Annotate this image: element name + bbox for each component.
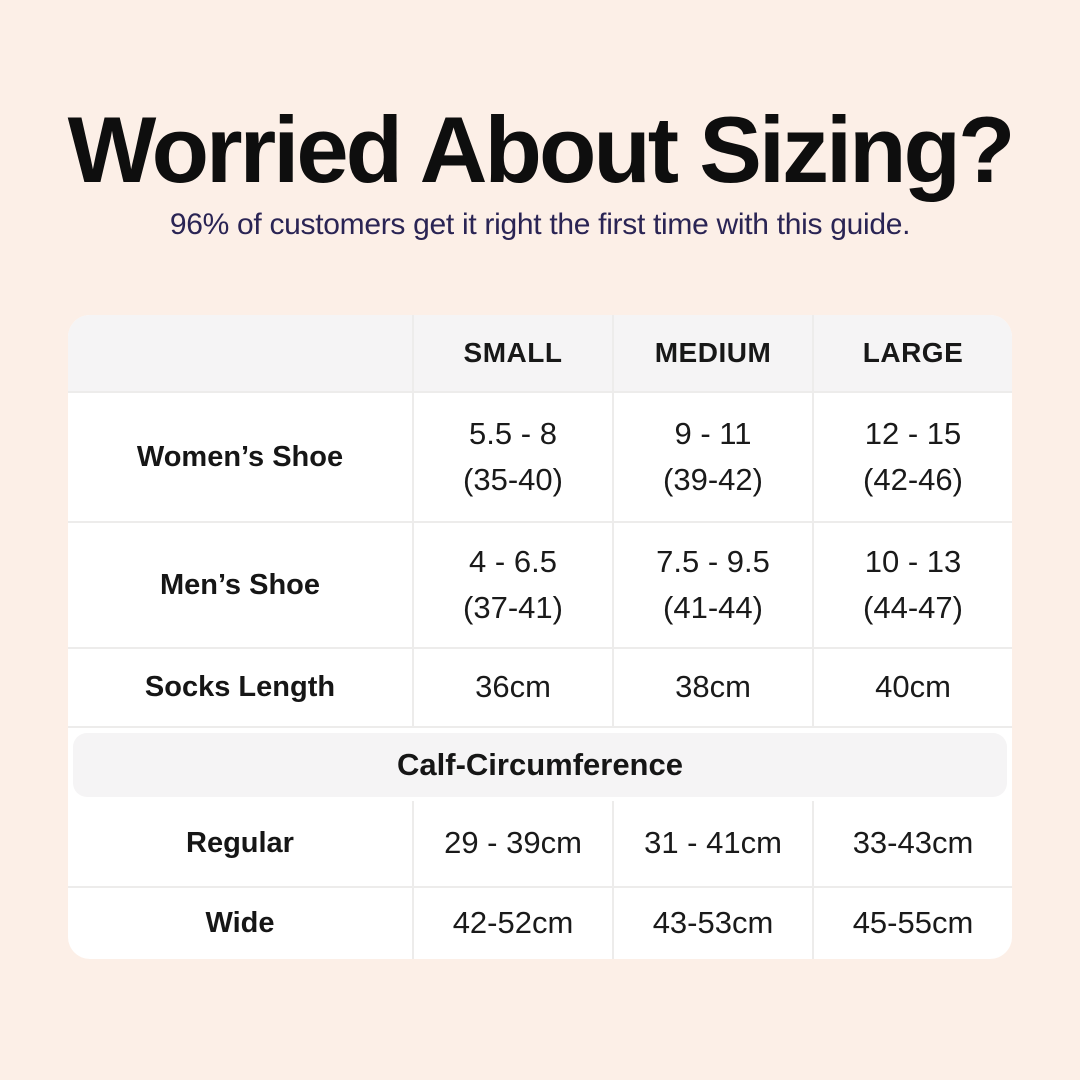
table-row-mens-shoe: Men’s Shoe 4 - 6.5 (37-41) 7.5 - 9.5 (41… <box>68 521 1012 647</box>
row-label-womens-shoe: Women’s Shoe <box>136 440 344 473</box>
cell-value: 9 - 11 <box>674 415 752 451</box>
column-header-small: SMALL <box>412 315 612 391</box>
cell-value: 43-53cm <box>652 905 774 941</box>
cell-mens-medium: 7.5 - 9.5 (41-44) <box>612 523 812 647</box>
table-row-socks-length: Socks Length 36cm 38cm 40cm <box>68 647 1012 726</box>
cell-mens-small: 4 - 6.5 (37-41) <box>412 523 612 647</box>
cell-socks-small: 36cm <box>412 649 612 726</box>
cell-socks-large: 40cm <box>812 649 1012 726</box>
size-chart-table: SMALL MEDIUM LARGE Women’s Shoe 5.5 - 8 … <box>68 315 1012 959</box>
cell-value: 5.5 - 8 <box>469 415 557 451</box>
cell-value: 33-43cm <box>852 825 974 861</box>
row-label-socks-length: Socks Length <box>144 671 336 703</box>
section-band-wrap: Calf-Circumference <box>68 726 1012 801</box>
cell-value: 40cm <box>875 669 951 705</box>
cell-value: 38cm <box>675 669 751 705</box>
table-row-womens-shoe: Women’s Shoe 5.5 - 8 (35-40) 9 - 11 (39-… <box>68 391 1012 521</box>
cell-value-eu: (41-44) <box>663 590 763 625</box>
row-label-mens-shoe: Men’s Shoe <box>159 568 321 601</box>
cell-regular-medium: 31 - 41cm <box>612 801 812 886</box>
cell-value-eu: (37-41) <box>463 590 563 625</box>
cell-wide-large: 45-55cm <box>812 888 1012 959</box>
cell-value-eu: (42-46) <box>863 462 963 497</box>
cell-regular-large: 33-43cm <box>812 801 1012 886</box>
cell-mens-large: 10 - 13 (44-47) <box>812 523 1012 647</box>
page-subtitle: 96% of customers get it right the first … <box>169 208 911 241</box>
cell-value: 29 - 39cm <box>444 825 582 861</box>
cell-value: 7.5 - 9.5 <box>656 543 770 579</box>
cell-womens-small: 5.5 - 8 (35-40) <box>412 393 612 521</box>
column-header-medium: MEDIUM <box>612 315 812 391</box>
cell-socks-medium: 38cm <box>612 649 812 726</box>
page-title: Worried About Sizing? <box>67 97 1016 202</box>
cell-wide-medium: 43-53cm <box>612 888 812 959</box>
cell-womens-large: 12 - 15 (42-46) <box>812 393 1012 521</box>
column-header-large: LARGE <box>812 315 1012 391</box>
cell-value-eu: (35-40) <box>463 462 563 497</box>
cell-regular-small: 29 - 39cm <box>412 801 612 886</box>
table-header-row: SMALL MEDIUM LARGE <box>68 315 1012 391</box>
cell-value: 31 - 41cm <box>644 825 782 861</box>
section-header-calf-circumference: Calf-Circumference <box>73 733 1007 797</box>
table-row-regular: Regular 29 - 39cm 31 - 41cm 33-43cm <box>68 801 1012 886</box>
cell-value-eu: (39-42) <box>663 462 763 497</box>
cell-value: 12 - 15 <box>864 415 962 451</box>
cell-womens-medium: 9 - 11 (39-42) <box>612 393 812 521</box>
cell-value-eu: (44-47) <box>863 590 963 625</box>
cell-value: 10 - 13 <box>864 543 962 579</box>
table-row-wide: Wide 42-52cm 43-53cm 45-55cm <box>68 886 1012 959</box>
cell-value: 36cm <box>475 669 551 705</box>
column-header-empty <box>68 315 412 391</box>
cell-wide-small: 42-52cm <box>412 888 612 959</box>
row-label-regular: Regular <box>186 827 294 859</box>
cell-value: 42-52cm <box>452 905 574 941</box>
cell-value: 4 - 6.5 <box>469 543 557 579</box>
cell-value: 45-55cm <box>852 905 974 941</box>
row-label-wide: Wide <box>205 907 275 939</box>
